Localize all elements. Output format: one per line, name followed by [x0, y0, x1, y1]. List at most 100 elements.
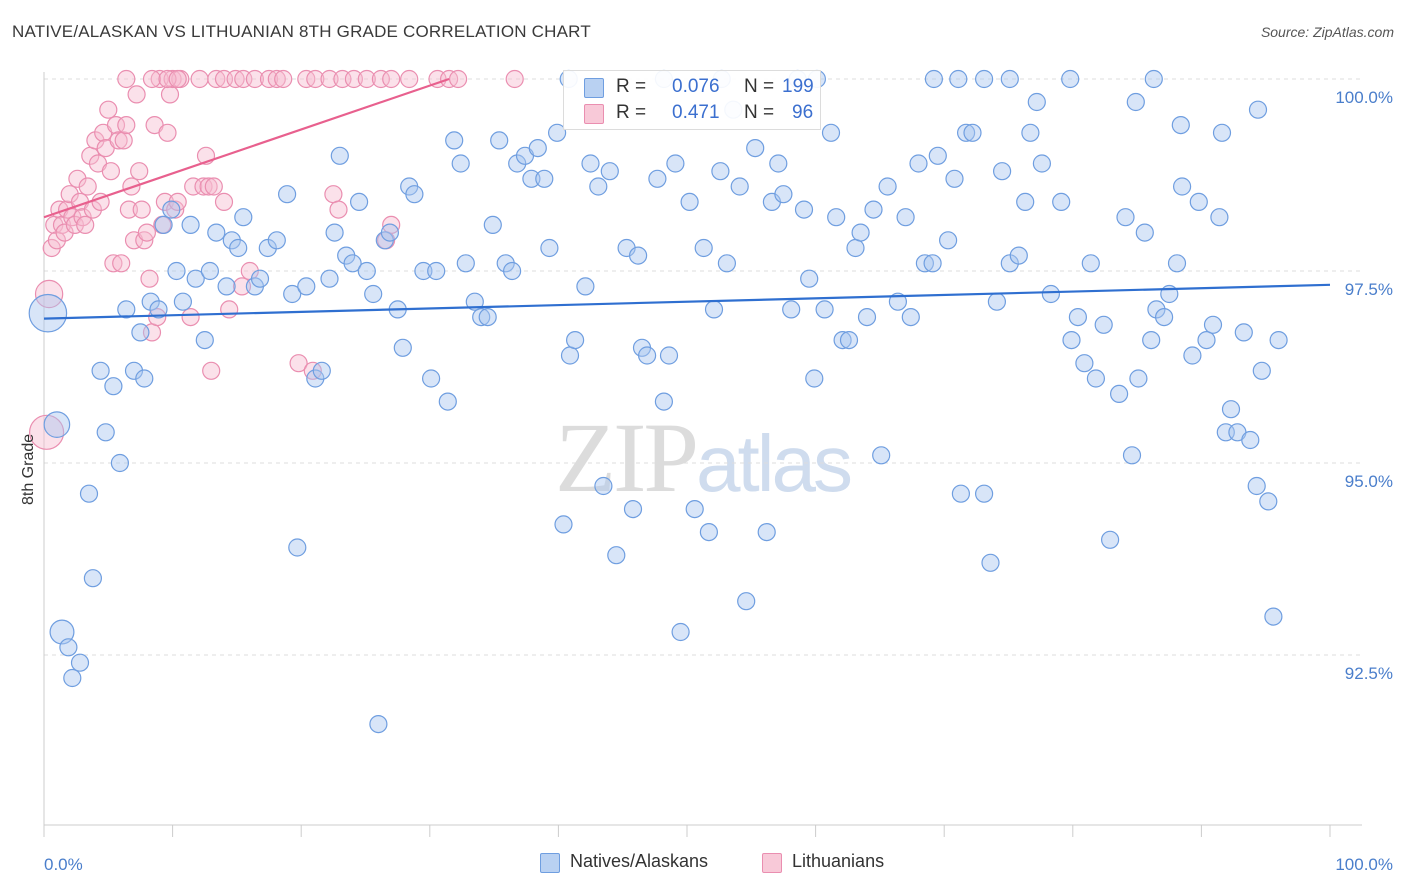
lithuanians-point [114, 131, 133, 150]
natives-point [472, 308, 491, 327]
lithuanians-point [55, 223, 74, 242]
natives-point [666, 154, 685, 173]
series-swatch-lithuanians [762, 853, 782, 873]
lithuanians-point [194, 177, 213, 196]
natives-point [888, 292, 908, 311]
lithuanians-point [204, 177, 223, 196]
natives-point [173, 292, 192, 311]
natives-point [427, 261, 446, 281]
natives-point [330, 146, 349, 165]
natives-point [451, 154, 470, 173]
natives-point [70, 653, 90, 672]
natives-point [565, 331, 585, 350]
natives-point [79, 484, 99, 503]
natives-point [846, 238, 865, 258]
natives-point [422, 369, 441, 388]
lithuanians-point [140, 269, 159, 288]
natives-point [1000, 69, 1019, 89]
natives-point [981, 553, 1000, 572]
natives-point [576, 277, 595, 296]
lithuanians-point [184, 177, 203, 196]
natives-point [560, 346, 580, 365]
lithuanians-point [190, 69, 209, 89]
natives-point [872, 446, 891, 465]
natives-point [288, 538, 307, 557]
natives-point [535, 169, 554, 188]
legend-swatch-natives [584, 78, 604, 98]
natives-point [325, 223, 344, 242]
natives-point [945, 169, 964, 188]
y-tick-label: 97.5% [1345, 280, 1393, 299]
natives-point [414, 261, 433, 281]
natives-point [1264, 607, 1283, 626]
natives-point [805, 369, 824, 388]
natives-point [717, 254, 737, 273]
natives-point [637, 346, 657, 365]
lithuanians-point [181, 308, 200, 327]
natives-point [827, 208, 846, 227]
natives-point [438, 392, 457, 411]
natives-point [312, 361, 331, 380]
natives-point [1009, 246, 1028, 265]
natives-point [456, 254, 475, 273]
lithuanians-point [106, 115, 126, 135]
lithuanians-point [132, 200, 151, 219]
lithuanians-point [220, 300, 239, 319]
natives-point [1203, 315, 1223, 334]
lithuanians-point [163, 69, 182, 89]
natives-point [594, 476, 613, 496]
natives-point [671, 622, 690, 642]
natives-point [1126, 92, 1145, 112]
lithuanians-point [78, 177, 97, 196]
natives-point [737, 592, 756, 611]
natives-point [149, 300, 168, 319]
legend-swatch-lithuanians [584, 104, 604, 124]
lithuanians-point [65, 215, 85, 234]
natives-point [49, 619, 75, 645]
watermark: ZIPatlas [555, 400, 853, 515]
natives-point [928, 146, 947, 165]
natives-point [1129, 369, 1148, 388]
lithuanians-point [371, 69, 390, 89]
natives-point [1094, 315, 1113, 334]
legend-r-value: 0.471 [672, 102, 720, 123]
natives-point [364, 284, 383, 304]
natives-point [1197, 331, 1216, 350]
natives-point [1171, 115, 1190, 135]
lithuanians-point [117, 69, 136, 89]
legend-n-label: N = [744, 102, 775, 123]
lithuanians-point [127, 85, 146, 104]
series-label-natives: Natives/Alaskans [570, 851, 709, 871]
lithuanians-point [160, 85, 180, 104]
legend-n-value: 96 [792, 102, 814, 123]
natives-point [864, 200, 883, 219]
natives-point [1068, 308, 1088, 327]
natives-point [782, 300, 801, 319]
natives-point [839, 331, 859, 350]
natives-point [1147, 300, 1166, 319]
natives-point [141, 292, 160, 311]
y-axis-label: 8th Grade [20, 433, 37, 505]
lithuanians-point [112, 254, 131, 273]
lithuanians-point [199, 177, 218, 196]
lithuanians-point [207, 69, 226, 89]
natives-point [445, 131, 464, 150]
natives-point [1183, 346, 1202, 365]
lithuanians-point [101, 162, 121, 181]
natives-point [974, 69, 994, 89]
natives-point [528, 139, 547, 158]
natives-point [63, 668, 82, 688]
legend-r-value: 0.076 [672, 76, 720, 97]
natives-point [547, 123, 567, 142]
watermark-zip: ZIP [555, 402, 699, 513]
natives-point [124, 361, 144, 380]
stats-legend: R = 0.076 N = 199 R = 0.471 N = 96 [563, 70, 821, 130]
natives-point [393, 338, 412, 357]
natives-point [186, 269, 205, 288]
natives-point [951, 484, 971, 503]
natives-point [704, 300, 724, 319]
natives-point [963, 123, 982, 142]
lithuanians-point [104, 254, 123, 273]
natives-point [987, 292, 1007, 311]
natives-point [1027, 92, 1046, 112]
